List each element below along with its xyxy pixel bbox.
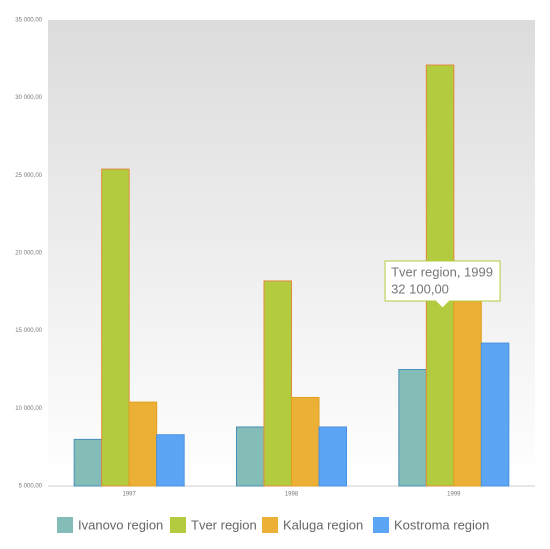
bar xyxy=(263,280,292,487)
legend-label: Kostroma region xyxy=(394,517,489,532)
bar xyxy=(318,426,347,487)
bar xyxy=(398,369,427,487)
x-tick-label: 1998 xyxy=(285,492,299,498)
bar xyxy=(291,396,320,487)
tooltip-title: Tver region, 1999 xyxy=(391,264,493,279)
legend-label: Kaluga region xyxy=(283,517,363,532)
bar xyxy=(156,434,185,487)
bar xyxy=(73,438,103,487)
bar xyxy=(236,426,265,487)
y-tick-label: 20 000,00 xyxy=(15,251,42,257)
y-tick-label: 5 000,00 xyxy=(19,484,43,490)
legend-label: Tver region xyxy=(191,517,257,532)
tooltip-value: 32 100,00 xyxy=(391,281,449,296)
y-tick-label: 30 000,00 xyxy=(15,95,42,101)
x-tick-label: 1999 xyxy=(447,492,461,498)
legend-item: Tver region xyxy=(170,517,257,533)
bar xyxy=(101,168,130,487)
tooltip: Tver region, 1999 32 100,00 xyxy=(384,260,501,309)
legend-item: Kostroma region xyxy=(373,517,489,533)
y-tick-label: 35 000,00 xyxy=(15,18,42,24)
bar xyxy=(453,295,482,487)
legend-label: Ivanovo region xyxy=(78,517,163,532)
y-tick-label: 25 000,00 xyxy=(15,173,42,179)
legend-item: Ivanovo region xyxy=(57,517,163,533)
bar xyxy=(128,401,158,487)
legend-item: Kaluga region xyxy=(262,517,363,533)
legend-swatch xyxy=(57,517,73,533)
y-tick-label: 15 000,00 xyxy=(15,328,42,334)
x-tick-label: 1997 xyxy=(122,492,136,498)
bar xyxy=(480,342,510,487)
tooltip-box xyxy=(384,260,501,309)
y-tick-label: 10 000,00 xyxy=(15,406,42,412)
legend-swatch xyxy=(373,517,389,533)
legend-swatch xyxy=(262,517,278,533)
legend-swatch xyxy=(170,517,186,533)
